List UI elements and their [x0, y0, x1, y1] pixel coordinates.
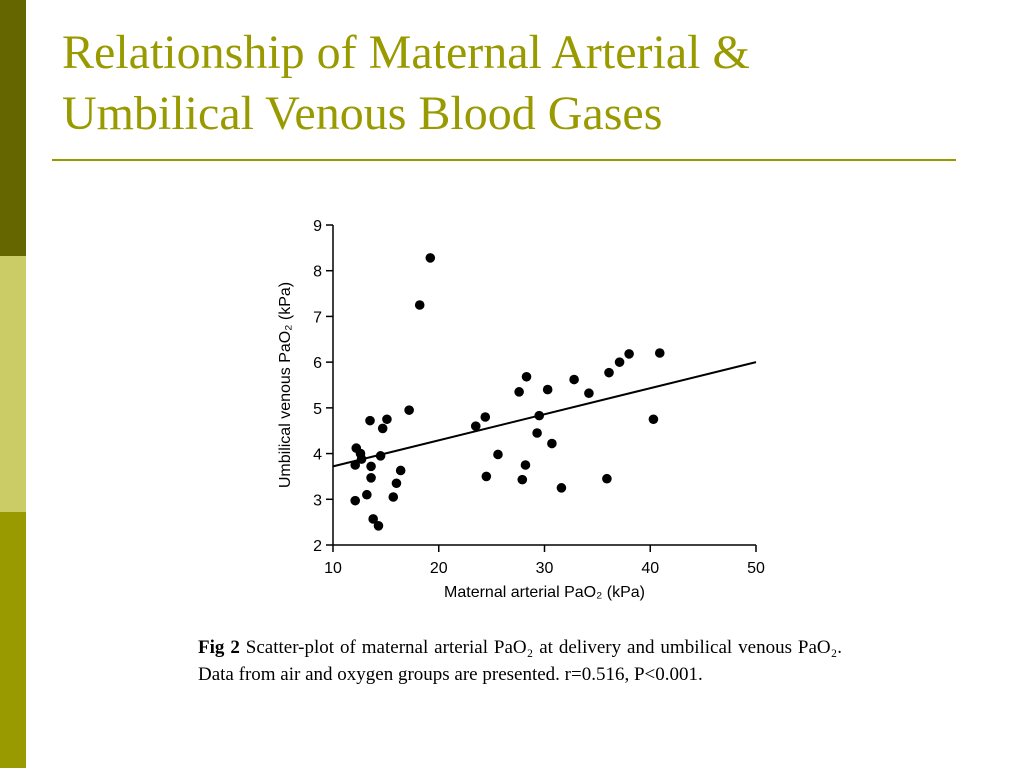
data-point — [375, 451, 386, 461]
data-point — [350, 495, 361, 506]
y-tick-label: 6 — [313, 355, 322, 372]
title-underline — [52, 159, 956, 161]
data-point — [584, 388, 594, 399]
x-tick-label: 10 — [324, 560, 342, 577]
data-point — [520, 460, 531, 470]
data-point — [404, 405, 414, 415]
data-point — [654, 348, 665, 358]
data-point — [373, 521, 384, 531]
data-point — [362, 489, 372, 500]
data-point — [556, 483, 567, 493]
data-point — [648, 414, 659, 425]
figure-label: Fig 2 — [198, 637, 240, 658]
data-point — [350, 460, 361, 470]
data-point — [614, 357, 625, 367]
y-tick-label: 4 — [313, 447, 322, 464]
sidebar-band-top — [0, 0, 26, 256]
data-point — [377, 423, 388, 434]
data-point — [569, 374, 579, 385]
data-point — [480, 412, 491, 422]
x-tick-label: 40 — [641, 560, 659, 577]
data-point — [368, 514, 378, 524]
data-point — [534, 410, 545, 421]
data-point — [391, 478, 402, 489]
data-point — [542, 384, 553, 395]
data-point — [604, 367, 614, 378]
slide-title-line-2: Umbilical Venous Blood Gases — [62, 87, 663, 140]
x-tick-label: 20 — [430, 560, 448, 577]
data-point — [532, 428, 542, 438]
data-point — [481, 471, 492, 482]
data-point — [425, 253, 436, 263]
y-tick-label: 2 — [313, 538, 322, 555]
y-tick-label: 8 — [313, 264, 322, 281]
y-tick-label: 9 — [313, 218, 322, 235]
y-tick-label: 5 — [313, 401, 322, 418]
figure-caption: Fig 2 Scatter-plot of maternal arterial … — [198, 634, 842, 688]
data-point — [365, 415, 375, 426]
data-point — [514, 387, 524, 397]
slide-title-line-1: Relationship of Maternal Arterial & — [62, 26, 750, 79]
x-tick-label: 30 — [536, 560, 554, 577]
slide-title: Relationship of Maternal Arterial & Umbi… — [62, 22, 962, 144]
y-tick-label: 7 — [313, 309, 322, 326]
data-point — [493, 449, 503, 460]
data-point — [624, 349, 634, 359]
data-point — [547, 438, 557, 449]
data-point — [414, 300, 425, 310]
y-axis-label: Umbilical venous PaO₂ (kPa) — [277, 282, 294, 488]
data-point — [388, 492, 399, 502]
y-tick-label: 3 — [313, 492, 322, 509]
data-point — [470, 421, 481, 431]
data-point — [382, 414, 392, 425]
data-point — [602, 473, 612, 484]
data-point — [366, 473, 376, 483]
figure-caption-text: Scatter-plot of maternal arterial PaO₂ a… — [198, 637, 843, 685]
x-tick-label: 50 — [747, 560, 765, 577]
sidebar-band-bottom — [0, 512, 26, 768]
sidebar-band-middle — [0, 256, 26, 512]
scatter-chart: 2 3 4 5 6 7 8 9 10 20 30 40 50 Maternal arterial PaO₂… — [277, 218, 765, 601]
data-point — [517, 474, 528, 485]
x-axis-label: Maternal arterial PaO₂ (kPa) — [444, 584, 645, 601]
data-point — [366, 461, 376, 472]
regression-line — [332, 361, 757, 468]
data-point — [356, 454, 367, 464]
data-point — [521, 371, 532, 382]
data-point — [395, 465, 406, 476]
